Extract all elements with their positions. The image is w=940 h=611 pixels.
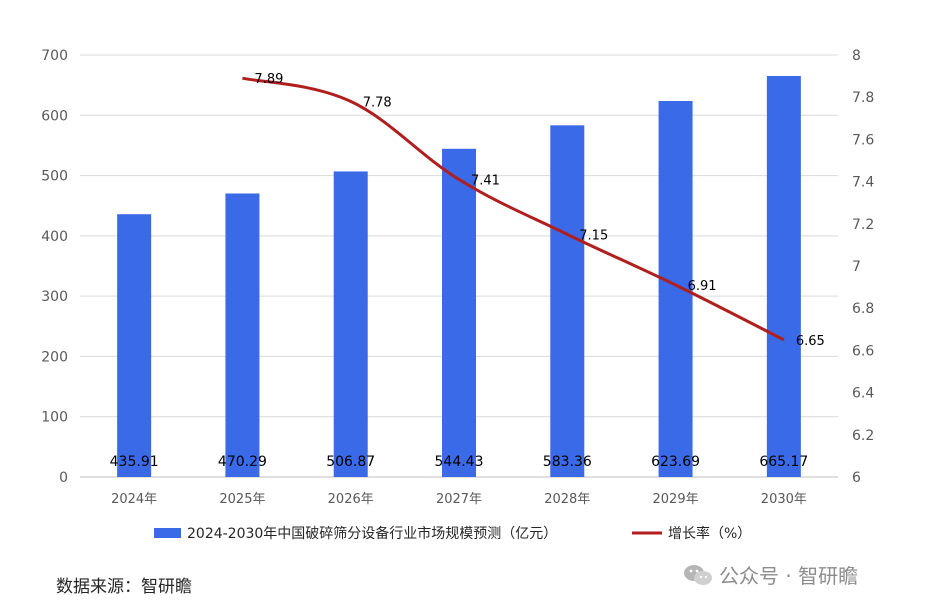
right-tick-label: 6 [852, 470, 861, 486]
right-tick-label: 7.2 [852, 217, 874, 233]
x-tick-label: 2030年 [761, 492, 807, 507]
legend-bar-label: 2024-2030年中国破碎筛分设备行业市场规模预测（亿元） [187, 525, 557, 542]
bar-value-label: 435.91 [110, 454, 159, 470]
bar-value-label: 544.43 [435, 454, 484, 470]
bar-value-label: 583.36 [543, 454, 592, 470]
line-value-label: 6.65 [796, 334, 825, 349]
bar-value-label: 470.29 [218, 454, 267, 470]
left-tick-label: 400 [41, 229, 68, 245]
left-tick-label: 200 [41, 349, 68, 365]
left-tick-label: 500 [41, 169, 68, 185]
bar-value-label: 665.17 [759, 454, 808, 470]
right-tick-label: 8 [852, 48, 861, 64]
line-value-label: 7.89 [254, 72, 283, 87]
source-note: 数据来源：智研瞻 [56, 577, 192, 597]
bar-series: 435.91 470.29 506.87 544.43 583.36 623.69 665.… [110, 75, 808, 478]
watermark: 公众号 · 智研瞻 [683, 560, 858, 589]
bar-value-label: 506.87 [326, 454, 375, 470]
x-tick-label: 2028年 [544, 492, 590, 507]
line-value-label: 7.78 [363, 95, 392, 110]
right-axis: 6 6.2 6.4 6.6 6.8 7 7.2 7.4 7.6 7.8 8 [852, 48, 874, 486]
right-tick-label: 6.2 [852, 428, 874, 444]
x-tick-label: 2025年 [219, 492, 265, 507]
legend-line-label: 增长率（%） [668, 525, 751, 542]
bar-value-label: 623.69 [651, 454, 700, 470]
left-tick-label: 600 [41, 108, 68, 124]
legend: 2024-2030年中国破碎筛分设备行业市场规模预测（亿元） 增长率（%） [154, 525, 751, 542]
bar [550, 125, 585, 477]
x-tick-label: 2029年 [653, 492, 699, 507]
line-value-label: 7.15 [579, 228, 608, 243]
x-tick-label: 2024年 [111, 492, 157, 507]
right-tick-label: 6.8 [852, 301, 874, 317]
right-tick-label: 7.4 [852, 175, 874, 191]
left-tick-label: 0 [59, 470, 68, 486]
bar [766, 75, 801, 478]
left-tick-label: 100 [41, 410, 68, 426]
growth-line [242, 76, 785, 342]
legend-bar-swatch [154, 528, 181, 538]
left-axis: 0 100 200 300 400 500 600 700 [41, 48, 68, 486]
right-tick-label: 6.6 [852, 343, 874, 359]
right-tick-label: 6.4 [852, 386, 874, 402]
right-tick-label: 7 [852, 259, 861, 275]
bar [117, 214, 152, 477]
wechat-icon [684, 565, 712, 585]
watermark-text: 公众号 · 智研瞻 [719, 564, 859, 588]
x-tick-label: 2026年 [328, 492, 374, 507]
line-value-label: 6.91 [688, 279, 717, 294]
line-value-label: 7.41 [471, 173, 500, 188]
x-axis: 2024年 2025年 2026年 2027年 2028年 2029年 2030年 [111, 492, 807, 507]
right-tick-label: 7.8 [852, 90, 874, 106]
line-series: 7.89 7.78 7.41 7.15 6.91 6.65 [242, 72, 825, 349]
left-tick-label: 700 [41, 48, 68, 64]
bar [333, 171, 368, 477]
bar [442, 148, 476, 477]
bar [225, 193, 260, 478]
x-tick-label: 2027年 [436, 492, 482, 507]
right-tick-label: 7.6 [852, 132, 874, 148]
left-tick-label: 300 [41, 289, 68, 305]
